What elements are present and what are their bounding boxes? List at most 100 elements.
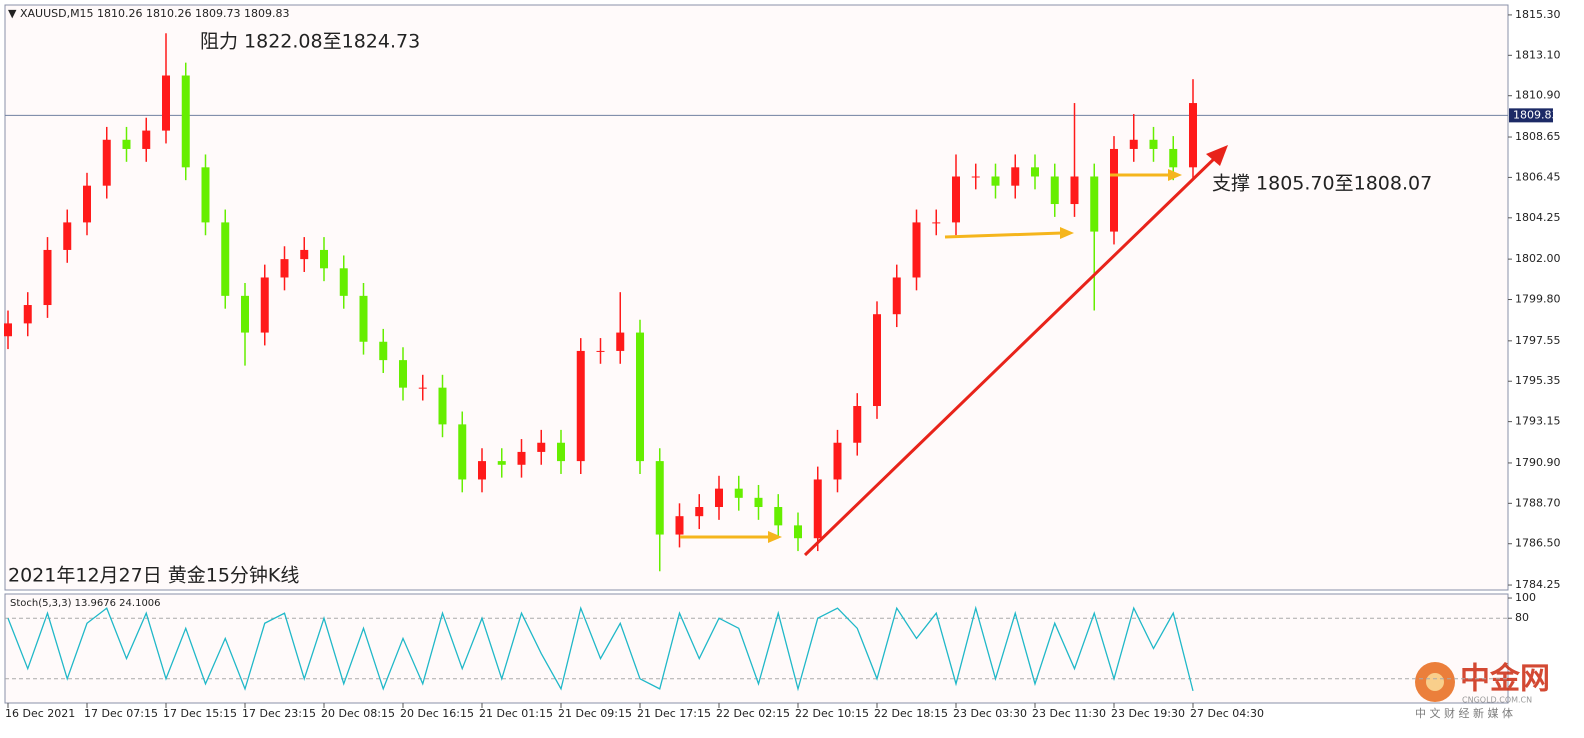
x-tick-label: 16 Dec 2021 [5, 707, 75, 720]
y-tick-label: 1810.90 [1515, 89, 1561, 102]
candle-body [142, 130, 151, 149]
candle-body [418, 387, 427, 389]
candle-body [952, 176, 960, 223]
logo-slogan: 中 文 财 经 新 媒 体 [1415, 706, 1513, 720]
candle-body [1149, 139, 1158, 149]
x-tick-label: 22 Dec 02:15 [716, 707, 790, 720]
candle-body [1129, 139, 1138, 149]
chart-caption: 2021年12月27日 黄金15分钟K线 [8, 565, 299, 587]
candle-body [359, 295, 368, 342]
x-tick-label: 22 Dec 18:15 [874, 707, 948, 720]
x-tick-label: 21 Dec 01:15 [479, 707, 553, 720]
candle-body [991, 176, 1000, 186]
oscillator-tick-label: 100 [1515, 591, 1536, 604]
oscillator-tick-label: 80 [1515, 611, 1529, 624]
candle-body [478, 461, 486, 480]
candle-body [280, 259, 289, 278]
candle-body [379, 341, 388, 361]
candle-body [339, 268, 348, 296]
oscillator-panel [4, 593, 1509, 704]
candle-body [794, 525, 802, 539]
candle-body [675, 516, 684, 535]
candle-body [83, 185, 91, 223]
candle-body [320, 249, 328, 269]
logo-icon [1426, 673, 1444, 691]
candle-body [1189, 103, 1197, 168]
candle-body [497, 461, 506, 465]
x-tick-label: 27 Dec 04:30 [1190, 707, 1264, 720]
y-tick-label: 1786.50 [1515, 537, 1561, 550]
candle-body [438, 387, 447, 425]
candle-body [754, 497, 763, 508]
candle-body [576, 350, 585, 462]
arrows [680, 145, 1228, 557]
candle-body [241, 295, 249, 333]
price-panel [4, 4, 1509, 591]
chart-header: ▼ XAUUSD,M15 1810.26 1810.26 1809.73 180… [8, 7, 290, 20]
y-tick-label: 1804.25 [1515, 211, 1561, 224]
x-tick-label: 17 Dec 07:15 [84, 707, 158, 720]
oscillator-line [7, 605, 1194, 692]
candle-body [1090, 176, 1099, 232]
candle-body [399, 360, 407, 388]
oscillator-title: Stoch(5,3,3) 13.9676 24.1006 [10, 598, 161, 609]
candle-body [517, 451, 526, 465]
candle-body [260, 277, 269, 333]
candle-body [1110, 148, 1118, 232]
candle-body [537, 442, 546, 452]
x-tick-label: 23 Dec 11:30 [1032, 707, 1106, 720]
candle-body [1070, 176, 1079, 205]
candle-body [4, 323, 12, 337]
x-tick-label: 17 Dec 23:15 [242, 707, 316, 720]
candle-body [873, 314, 881, 407]
trend-line [803, 153, 1220, 557]
arrowhead [1168, 169, 1182, 181]
candle-body [892, 277, 901, 315]
candle-body [833, 442, 842, 480]
resistance-note: 阻力 1822.08至1824.73 [200, 31, 420, 53]
trend-arrowhead [1206, 145, 1228, 166]
candle-body [1050, 176, 1059, 205]
arrowhead [768, 531, 782, 543]
candle-body [43, 249, 52, 306]
candle-body [221, 222, 230, 296]
y-tick-label: 1808.65 [1515, 130, 1561, 143]
y-tick-label: 1799.80 [1515, 293, 1561, 306]
candle-body [774, 507, 783, 526]
candle-body [63, 222, 72, 250]
y-tick-label: 1815.30 [1515, 8, 1561, 21]
candle-body [636, 332, 644, 462]
y-tick-label: 1797.55 [1515, 334, 1561, 347]
candle-body [23, 305, 32, 324]
y-tick-label: 1793.15 [1515, 415, 1561, 428]
arrow [944, 231, 1063, 239]
y-tick-label: 1790.90 [1515, 456, 1561, 469]
candle-body [912, 222, 921, 278]
last-price-label: 1809.83 [1513, 108, 1559, 121]
logo-domain: CNGOLD.COM.CN [1462, 696, 1532, 705]
candle-body [596, 350, 605, 352]
y-tick-label: 1806.45 [1515, 170, 1561, 183]
candle-body [201, 167, 210, 223]
y-tick-label: 1802.00 [1515, 252, 1561, 265]
x-tick-label: 23 Dec 03:30 [953, 707, 1027, 720]
candle-body [813, 479, 822, 539]
candle-body [557, 442, 565, 462]
x-tick-label: 20 Dec 08:15 [321, 707, 395, 720]
candle-body [162, 75, 170, 131]
last-price-box [1509, 108, 1553, 123]
candle-body [1011, 167, 1020, 186]
y-tick-label: 1795.35 [1515, 374, 1561, 387]
x-tick-label: 21 Dec 17:15 [637, 707, 711, 720]
arrowhead [1060, 227, 1074, 239]
candle-body [616, 332, 625, 351]
candle-body [300, 249, 309, 260]
candle-body [181, 75, 190, 168]
candle-body [971, 176, 980, 178]
support-note: 支撑 1805.70至1808.07 [1212, 173, 1432, 195]
y-tick-label: 1788.70 [1515, 496, 1561, 509]
candle-body [695, 507, 704, 517]
candle-body [102, 139, 111, 186]
candle-body [853, 406, 862, 443]
